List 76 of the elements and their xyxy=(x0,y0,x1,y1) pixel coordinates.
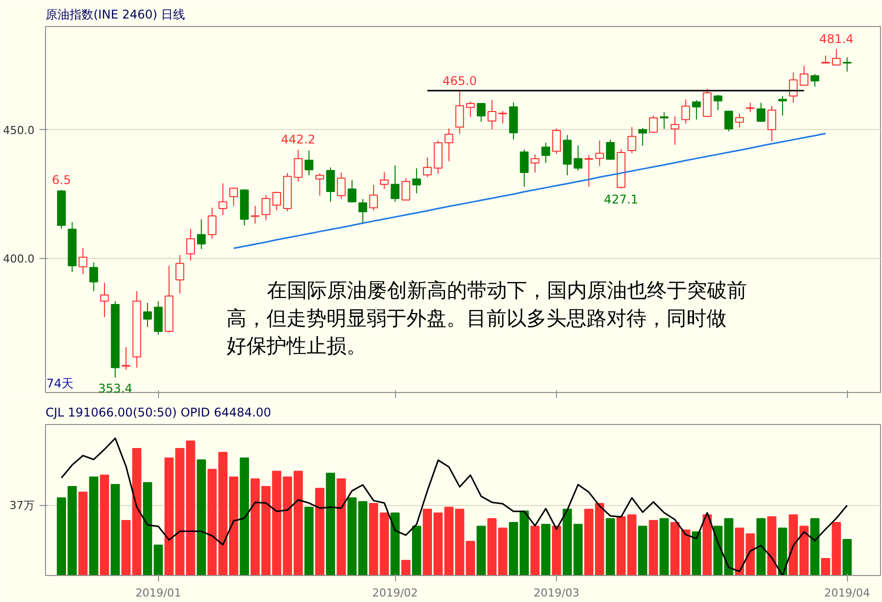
candlestick xyxy=(208,207,216,240)
candlestick xyxy=(283,172,292,212)
y-tick-label: 37万 xyxy=(10,498,35,512)
bar xyxy=(390,512,400,576)
bar xyxy=(648,520,658,576)
candlestick xyxy=(68,222,77,272)
bar xyxy=(78,492,88,576)
x-tick-label: 2019/02 xyxy=(372,586,418,600)
bar xyxy=(552,526,562,576)
candlestick xyxy=(262,194,270,221)
bar xyxy=(778,528,788,576)
annotation: 427.1 xyxy=(604,192,638,206)
annotation: 353.4 xyxy=(98,382,132,396)
candlestick xyxy=(78,248,88,275)
candlestick xyxy=(628,126,636,154)
bar xyxy=(240,458,249,576)
candlestick xyxy=(143,302,152,328)
bar xyxy=(660,518,669,576)
x-tick-label: 2019/04 xyxy=(824,586,870,600)
bar xyxy=(401,560,410,576)
bar xyxy=(842,539,852,576)
bar xyxy=(196,459,206,576)
candlestick xyxy=(110,300,120,378)
annotation: 481.4 xyxy=(819,32,854,46)
bar xyxy=(336,478,346,576)
chart-title: 原油指数(INE 2460) 日线 xyxy=(46,8,186,22)
candlestick xyxy=(304,150,314,176)
annotation: 在国际原油屡创新高的带动下，国内原油也终于突破前高，但走势明显弱于外盘。目前以多头思路对待，同时做好保护性止损。 xyxy=(226,278,747,358)
candlestick xyxy=(670,116,680,146)
bar xyxy=(208,468,217,576)
bar xyxy=(767,516,776,576)
candlestick xyxy=(175,254,184,294)
bar xyxy=(702,514,712,576)
candlestick xyxy=(488,100,496,130)
bar xyxy=(810,518,820,576)
bar xyxy=(530,526,540,576)
candlestick xyxy=(358,198,368,224)
candlestick xyxy=(412,168,421,194)
candlestick xyxy=(390,164,400,202)
candlestick xyxy=(444,128,454,162)
candlestick xyxy=(250,205,260,224)
chart-title: CJL 191066.00(50:50) OPID 64484.00 xyxy=(46,406,272,420)
bar xyxy=(821,558,830,576)
candlestick xyxy=(660,112,669,130)
candlestick xyxy=(455,90,464,134)
x-tick-label: 2019/01 xyxy=(135,586,182,600)
bar xyxy=(541,524,550,576)
bar xyxy=(476,526,486,576)
annotation: 74天 xyxy=(46,376,74,391)
bar xyxy=(627,514,636,576)
candlestick xyxy=(132,290,142,368)
bar xyxy=(412,526,422,576)
candlestick xyxy=(100,282,109,318)
bar xyxy=(756,518,766,576)
bar xyxy=(110,484,120,576)
y-tick-label: 400.0 xyxy=(3,252,35,266)
bar xyxy=(326,472,336,576)
annotation: 442.2 xyxy=(281,132,316,147)
x-tick-label: 2019/03 xyxy=(534,586,580,600)
bar xyxy=(315,488,324,576)
bar xyxy=(100,474,110,576)
line-series xyxy=(232,132,826,250)
candlestick xyxy=(595,140,604,167)
y-tick-label: 450.0 xyxy=(3,124,35,138)
candlestick xyxy=(778,96,787,116)
annotation: 6.5 xyxy=(52,172,71,187)
bar xyxy=(616,516,626,576)
annotation: 465.0 xyxy=(442,74,477,88)
bar xyxy=(606,518,615,576)
bar xyxy=(89,476,98,576)
bar xyxy=(692,531,702,576)
candlestick xyxy=(154,300,163,336)
bar xyxy=(638,526,648,576)
bar xyxy=(304,506,314,576)
bar xyxy=(832,522,841,576)
candlestick xyxy=(369,184,378,211)
